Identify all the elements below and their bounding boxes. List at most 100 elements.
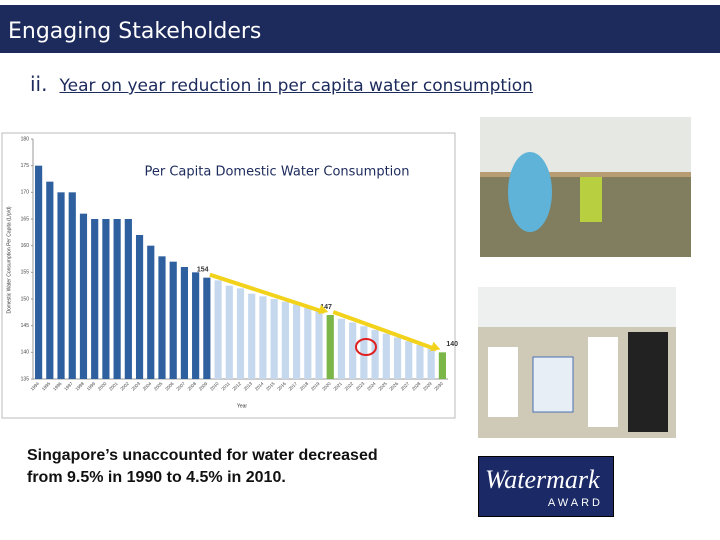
bar: [438, 352, 446, 379]
x-tick-label: 2004: [142, 381, 153, 392]
bar: [57, 192, 65, 379]
bar: [214, 280, 222, 379]
photo-person: [628, 332, 668, 432]
photo-person: [488, 347, 518, 417]
award-name: Watermark: [485, 465, 600, 494]
x-tick-label: 2023: [355, 381, 366, 392]
y-tick-label: 160: [21, 243, 30, 249]
subtitle-text: Year on year reduction in per capita wat…: [59, 76, 533, 96]
x-tick-label: 2015: [265, 381, 276, 392]
x-tick-label: 2008: [187, 381, 198, 392]
trend-arrowhead: [318, 304, 329, 315]
x-tick-label: 2006: [164, 381, 175, 392]
bar: [180, 267, 189, 379]
x-tick-label: 2016: [276, 381, 287, 392]
y-tick-label: 140: [21, 350, 30, 356]
bar: [203, 277, 211, 379]
bar: [147, 245, 155, 379]
photo-wall: [480, 117, 691, 172]
x-tick-label: 2017: [288, 381, 299, 392]
bar: [135, 235, 144, 379]
x-tick-label: 1994: [30, 381, 41, 392]
bar: [102, 219, 110, 379]
x-tick-label: 2030: [433, 381, 444, 392]
bar: [315, 309, 323, 379]
y-tick-label: 170: [21, 190, 30, 196]
y-tick-label: 180: [21, 136, 30, 142]
photo-sky: [478, 287, 676, 327]
x-tick-label: 2027: [400, 381, 411, 392]
bar: [349, 322, 357, 379]
caption-line: Singapore’s unaccounted for water decrea…: [27, 447, 378, 464]
caption-line: from 9.5% in 1990 to 4.5% in 2010.: [27, 469, 286, 486]
bar: [337, 318, 346, 379]
bar: [91, 219, 99, 379]
x-tick-label: 2005: [153, 381, 164, 392]
x-tick-label: 2020: [321, 381, 332, 392]
bar: [225, 285, 233, 379]
x-tick-label: 2003: [130, 381, 141, 392]
bar: [281, 301, 289, 379]
photo-mascot: [480, 117, 691, 257]
bar: [124, 219, 132, 379]
x-tick-label: 2010: [209, 381, 220, 392]
bar: [416, 344, 424, 379]
bar: [192, 272, 200, 379]
bar: [68, 192, 76, 379]
x-tick-label: 2002: [119, 381, 130, 392]
trend-arrow: [332, 310, 438, 352]
x-tick-label: 2025: [377, 381, 388, 392]
x-axis-label: Year: [237, 403, 247, 409]
bar: [405, 341, 413, 379]
x-tick-label: 2021: [332, 381, 343, 392]
x-tick-label: 1998: [74, 381, 85, 392]
bar: [393, 337, 402, 379]
data-label: 147: [320, 304, 332, 311]
bar: [35, 165, 43, 379]
x-tick-label: 2001: [108, 381, 119, 392]
bar: [236, 288, 245, 379]
header-bar: Engaging Stakeholders: [0, 5, 720, 53]
trend-arrow: [209, 272, 325, 314]
x-tick-label: 2007: [175, 381, 186, 392]
photo-person: [588, 337, 618, 427]
award-label: AWARD: [547, 497, 603, 509]
chart-title: Per Capita Domestic Water Consumption: [144, 165, 409, 180]
x-tick-label: 2024: [366, 381, 377, 392]
y-tick-label: 155: [21, 270, 30, 276]
x-tick-label: 2028: [411, 381, 422, 392]
y-tick-label: 175: [21, 163, 30, 169]
caption: Singapore’s unaccounted for water decrea…: [27, 445, 378, 489]
header-title: Engaging Stakeholders: [8, 19, 262, 44]
x-tick-label: 2026: [388, 381, 399, 392]
y-axis-label: Domestic Water Consumption Per Capita (L…: [6, 206, 12, 313]
bar: [270, 299, 278, 379]
photo-mascot-figure: [508, 152, 552, 232]
bar: [382, 333, 390, 379]
x-tick-label: 1996: [52, 381, 63, 392]
photo-person: [580, 177, 602, 222]
x-tick-label: 2009: [198, 381, 209, 392]
trend-arrowhead: [430, 341, 441, 352]
y-tick-label: 150: [21, 296, 30, 302]
x-tick-label: 2029: [422, 381, 433, 392]
x-tick-label: 2022: [344, 381, 355, 392]
bar: [169, 261, 177, 379]
subtitle-number: ii.: [30, 72, 48, 96]
bar: [79, 213, 88, 379]
x-tick-label: 1997: [63, 381, 74, 392]
y-tick-label: 145: [21, 323, 30, 329]
bar: [427, 348, 435, 379]
bar: [304, 307, 312, 379]
bar: [360, 326, 368, 379]
bar: [46, 181, 54, 379]
subtitle: ii. Year on year reduction in per capita …: [30, 72, 533, 96]
data-label: 154: [197, 267, 209, 274]
bar: [158, 256, 166, 379]
photo-students: [478, 287, 676, 438]
x-tick-label: 2014: [254, 381, 265, 392]
chart: Per Capita Domestic Water Consumption Do…: [1, 132, 458, 419]
highlight-circle: [355, 338, 377, 356]
x-tick-label: 2013: [243, 381, 254, 392]
